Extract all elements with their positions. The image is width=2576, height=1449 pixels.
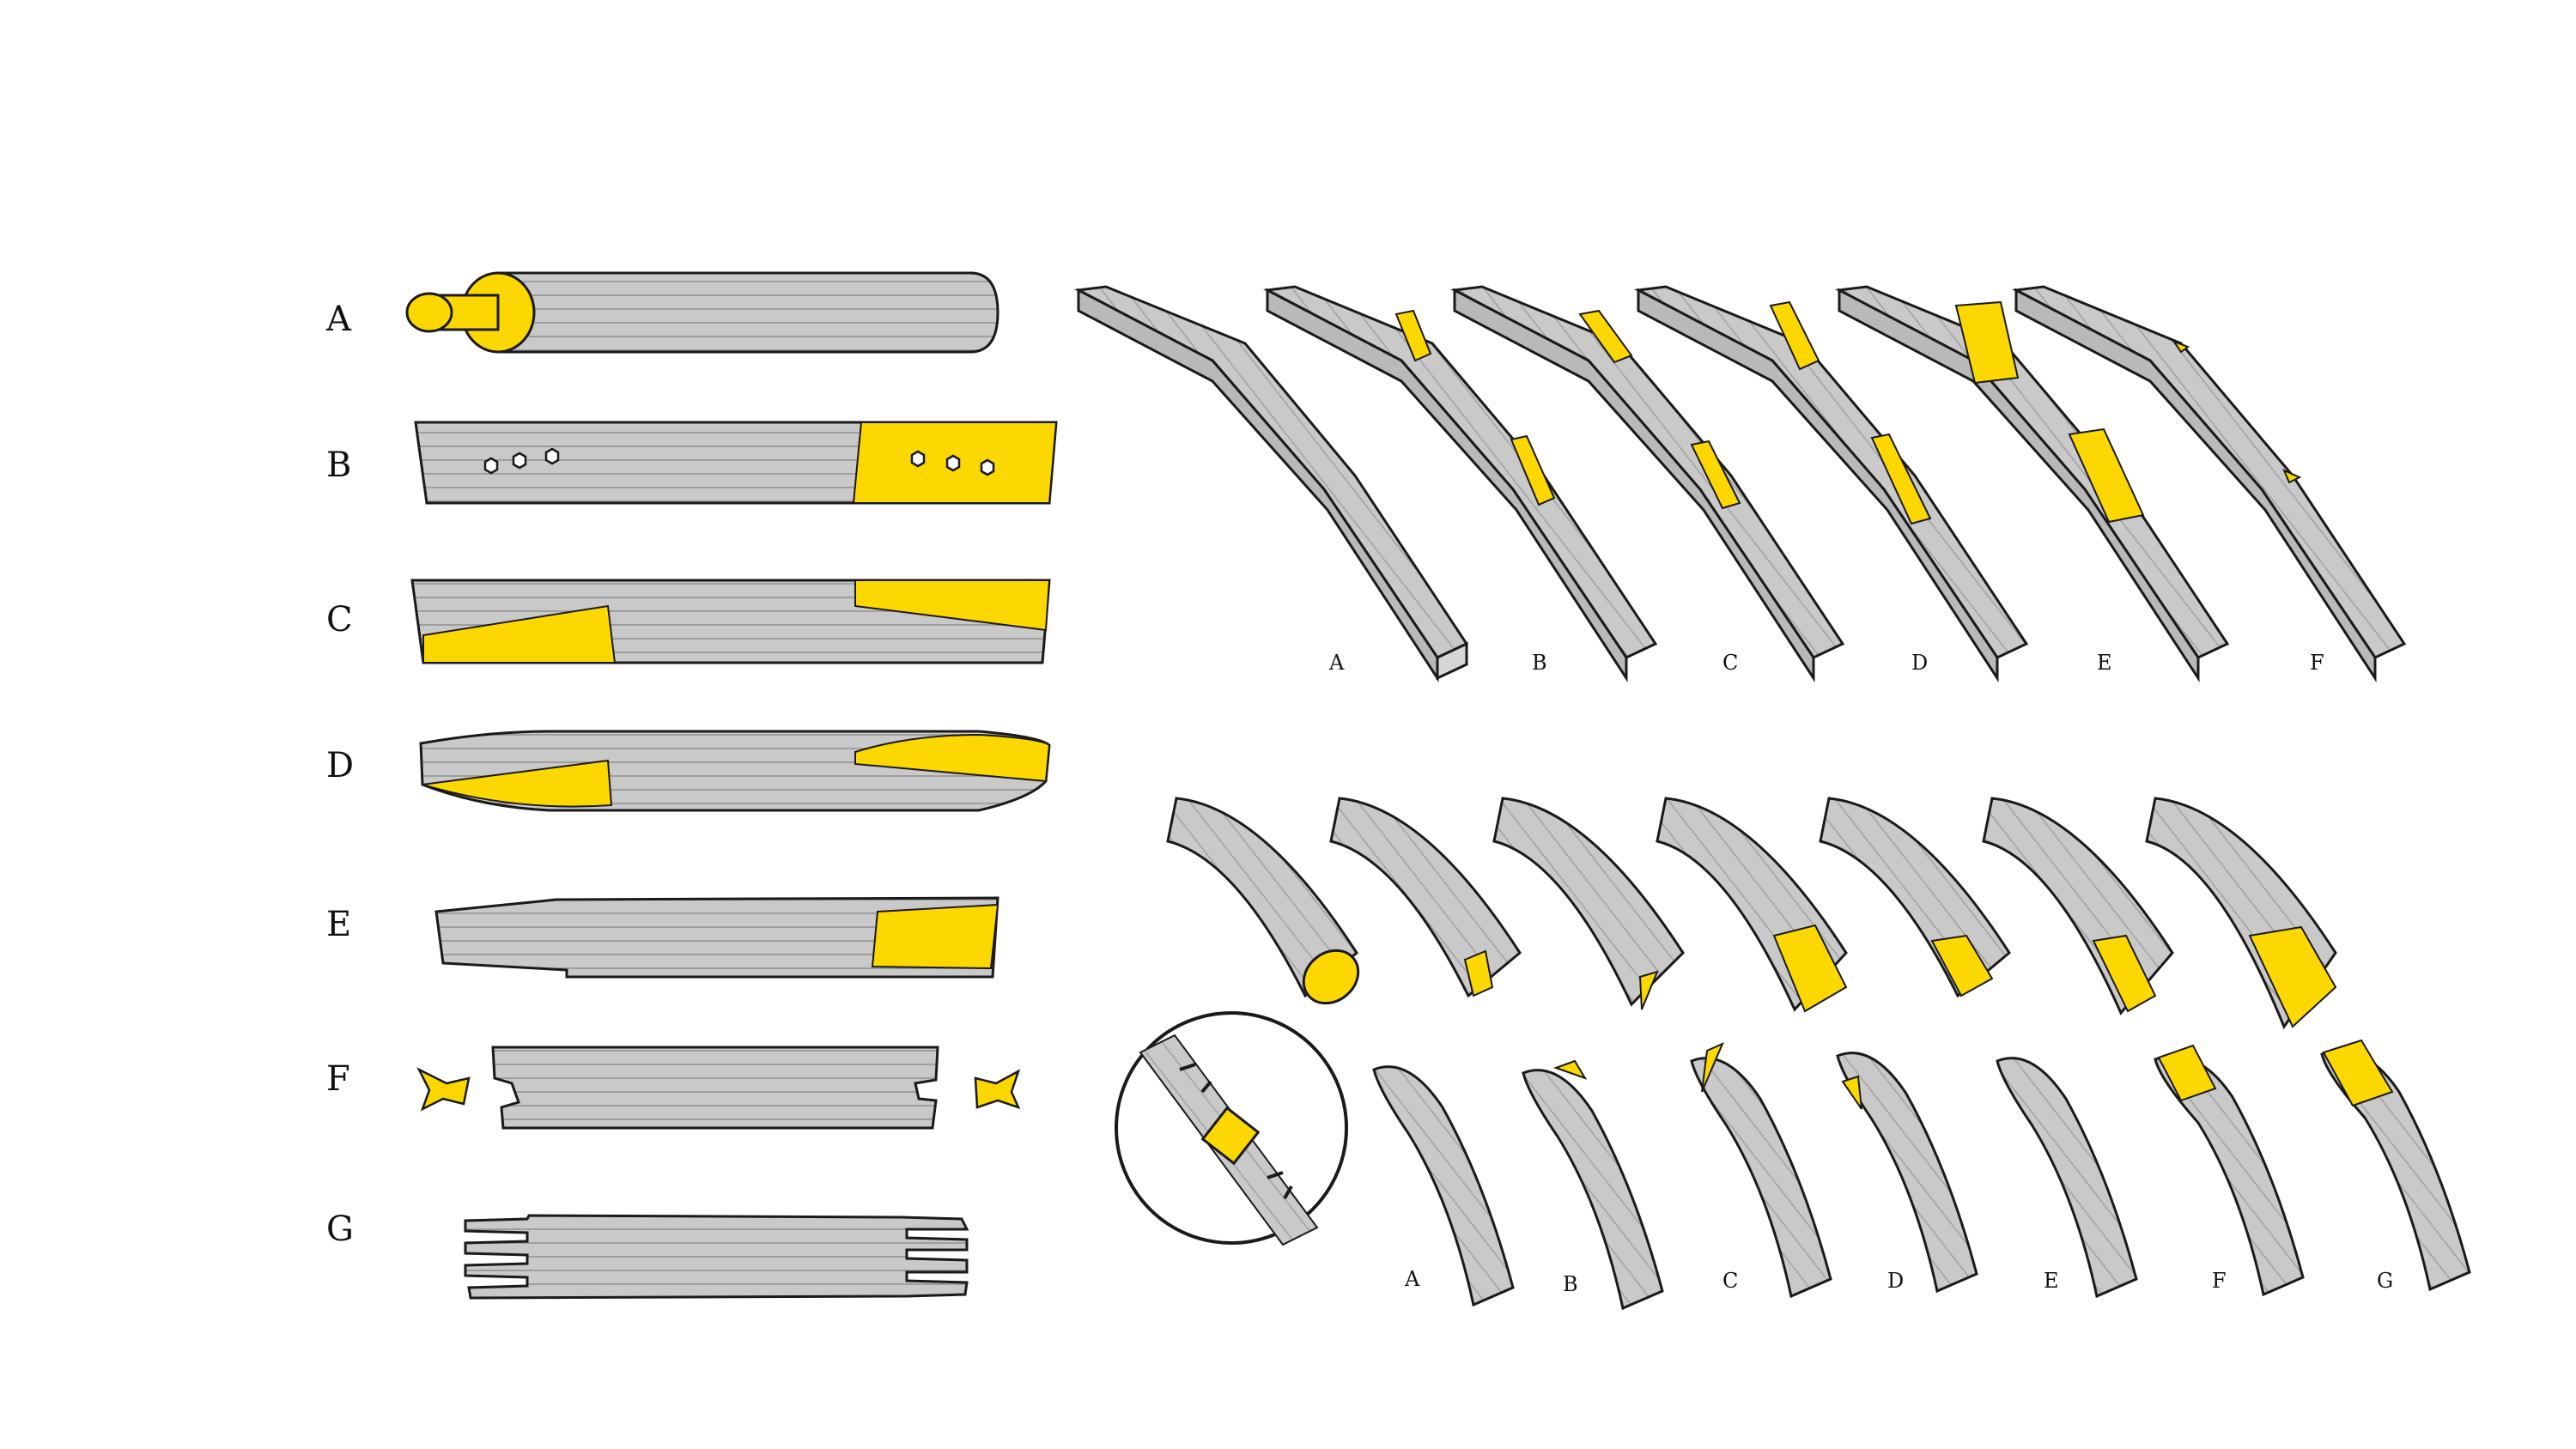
round-log-upper-e <box>1819 797 2011 998</box>
round-log-lower-a <box>1372 1065 1515 1307</box>
member-g-finger-joint <box>464 1214 969 1300</box>
square-beam-f <box>2012 285 2407 683</box>
square-label-e: E <box>2097 651 2112 675</box>
member-d-tapered-scarf <box>419 730 1051 812</box>
left-label-c: C <box>326 600 353 640</box>
left-label-d: D <box>326 746 354 785</box>
round-label-d: D <box>1887 1269 1904 1293</box>
square-beam-series: A B C D E F <box>1074 285 2407 683</box>
round-log-lower-b <box>1522 1059 1664 1311</box>
left-label-g: G <box>326 1210 354 1249</box>
round-log-lower-e <box>1996 1057 2138 1299</box>
round-log-series: magnifier-detail-icon A B C <box>1115 797 2471 1311</box>
member-b-pegged-splice <box>414 421 1058 505</box>
square-label-a: A <box>1328 651 1345 675</box>
square-label-c: C <box>1722 651 1738 675</box>
round-log-lower-f <box>2154 1044 2305 1297</box>
round-log-lower-c <box>1690 1042 1832 1299</box>
round-log-lower-g <box>2320 1039 2471 1292</box>
square-beam-b <box>1263 285 1658 683</box>
member-f-butterfly-key <box>416 1046 1021 1130</box>
left-label-a: A <box>325 300 352 339</box>
round-log-upper-g <box>2145 797 2337 1030</box>
round-label-e: E <box>2044 1269 2059 1293</box>
square-beam-e <box>1835 285 2230 683</box>
member-e-stepped-end <box>434 896 999 979</box>
left-label-e: E <box>326 905 351 944</box>
square-label-b: B <box>1532 651 1547 675</box>
round-log-lower-d <box>1836 1052 1978 1294</box>
member-c-scarf-joint <box>410 579 1051 664</box>
round-log-upper-a <box>1166 797 1360 1005</box>
round-label-b: B <box>1563 1272 1578 1296</box>
member-a-round-dowel <box>405 271 999 354</box>
round-label-g: G <box>2377 1269 2393 1293</box>
round-label-a: A <box>1404 1267 1420 1291</box>
round-log-upper-f <box>1982 797 2174 1016</box>
left-label-b: B <box>326 446 351 485</box>
round-log-upper-d <box>1656 797 1848 1013</box>
square-label-d: D <box>1911 651 1928 675</box>
round-label-c: C <box>1722 1269 1738 1293</box>
round-label-f: F <box>2212 1269 2227 1293</box>
round-log-upper-b <box>1329 797 1522 998</box>
square-beam-d <box>1634 285 2029 683</box>
square-beam-a <box>1074 285 1469 683</box>
left-panel: A B C D E F G <box>325 271 1058 1300</box>
square-label-f: F <box>2310 651 2324 675</box>
round-log-upper-c <box>1492 797 1685 1010</box>
square-beam-c <box>1450 285 1845 683</box>
left-label-f: F <box>326 1059 350 1099</box>
detail-callout <box>1115 1011 1348 1246</box>
